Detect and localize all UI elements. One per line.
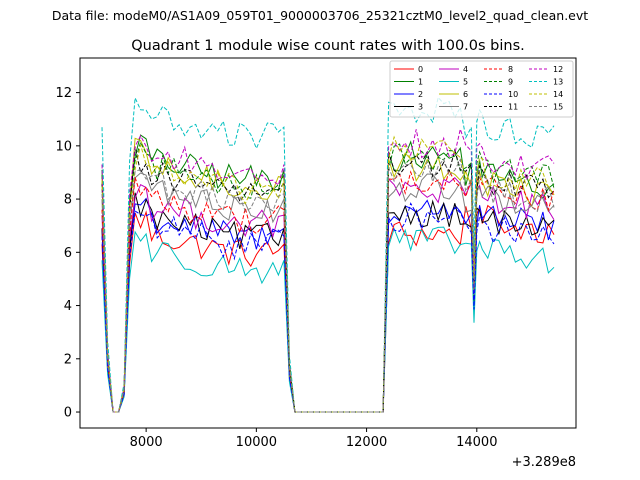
legend-label: 6 bbox=[463, 90, 468, 99]
legend-item-14: 14 bbox=[529, 90, 563, 99]
legend-item-2: 2 bbox=[394, 90, 423, 99]
legend-label: 12 bbox=[553, 65, 563, 74]
x-tick-label: 12000 bbox=[346, 435, 387, 450]
x-tick-label: 8000 bbox=[130, 435, 163, 450]
legend-label: 7 bbox=[463, 103, 468, 112]
legend-item-7: 7 bbox=[439, 103, 468, 112]
legend-box bbox=[389, 60, 574, 118]
x-tick-label: 14000 bbox=[456, 435, 497, 450]
legend-label: 3 bbox=[418, 103, 423, 112]
legend-label: 2 bbox=[418, 90, 423, 99]
legend-label: 13 bbox=[553, 78, 563, 87]
legend-label: 1 bbox=[418, 78, 423, 87]
legend-item-5: 5 bbox=[439, 78, 468, 87]
legend-label: 4 bbox=[463, 65, 468, 74]
legend-label: 14 bbox=[553, 90, 563, 99]
y-tick-label: 4 bbox=[64, 299, 72, 314]
legend-item-8: 8 bbox=[484, 65, 513, 74]
legend-item-4: 4 bbox=[439, 65, 468, 74]
y-tick-label: 6 bbox=[64, 246, 72, 261]
legend-item-0: 0 bbox=[394, 65, 423, 74]
legend-label: 10 bbox=[508, 90, 518, 99]
legend-label: 5 bbox=[463, 78, 468, 87]
legend-item-11: 11 bbox=[484, 103, 518, 112]
legend-label: 9 bbox=[508, 78, 513, 87]
legend-item-9: 9 bbox=[484, 78, 513, 87]
legend-item-13: 13 bbox=[529, 78, 563, 87]
x-axis-offset-label: +3.289e8 bbox=[512, 455, 576, 470]
chart-title: Quadrant 1 module wise count rates with … bbox=[131, 38, 525, 54]
legend-label: 11 bbox=[508, 103, 518, 112]
y-tick-label: 2 bbox=[64, 352, 72, 367]
legend-label: 15 bbox=[553, 103, 563, 112]
legend-item-3: 3 bbox=[394, 103, 423, 112]
legend-label: 0 bbox=[418, 65, 423, 74]
y-tick-label: 12 bbox=[55, 86, 72, 101]
x-axis: 8000 10000 12000 14000 bbox=[130, 428, 497, 450]
legend-item-15: 15 bbox=[529, 103, 563, 112]
plot-frame bbox=[79, 57, 577, 429]
series-line-15 bbox=[101, 158, 555, 413]
y-tick-label: 0 bbox=[64, 406, 72, 421]
legend-item-1: 1 bbox=[394, 78, 423, 87]
y-axis: 0 2 4 6 8 10 12 bbox=[55, 86, 80, 421]
legend-item-10: 10 bbox=[484, 90, 518, 99]
series-layer bbox=[101, 95, 555, 413]
legend-item-12: 12 bbox=[529, 65, 563, 74]
chart-suptitle: Data file: modeM0/AS1A09_059T01_90000037… bbox=[52, 8, 588, 23]
x-tick-label: 10000 bbox=[236, 435, 277, 450]
y-tick-label: 10 bbox=[55, 139, 72, 154]
legend-label: 8 bbox=[508, 65, 513, 74]
y-tick-label: 8 bbox=[64, 193, 72, 208]
legend-item-6: 6 bbox=[439, 90, 468, 99]
